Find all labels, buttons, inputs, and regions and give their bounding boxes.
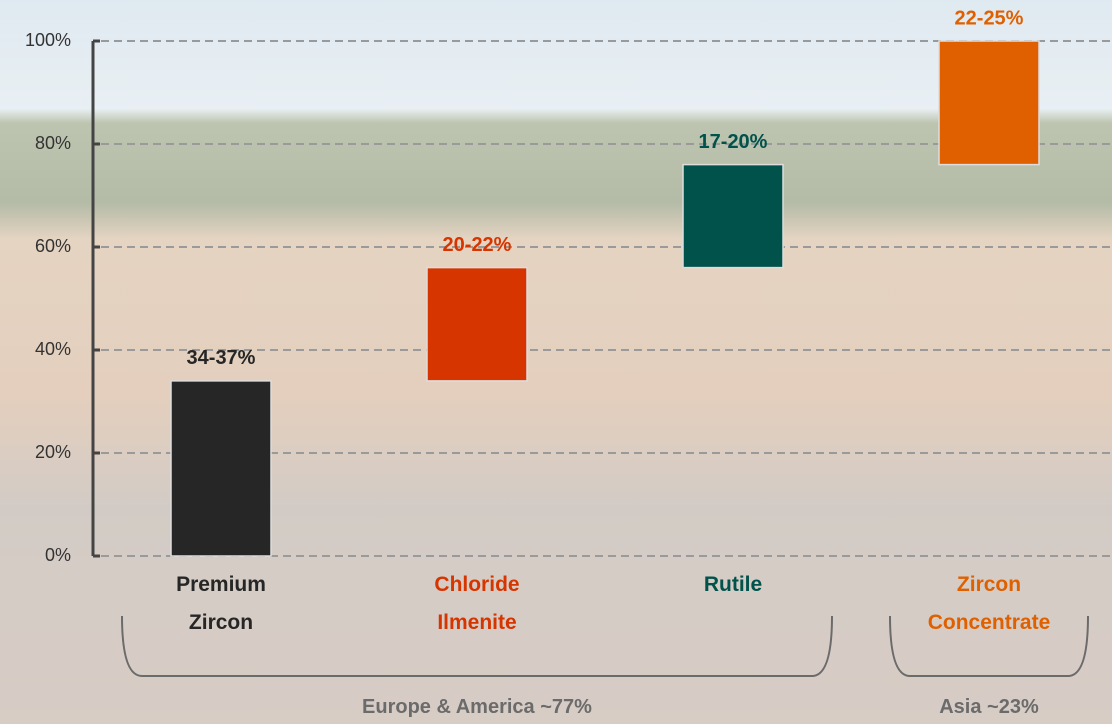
x-tick-label: Zircon Concentrate [914, 566, 1064, 642]
y-tick-label: 40% [35, 339, 71, 359]
y-tick-label: 80% [35, 133, 71, 153]
bar-label: 34-37% [187, 347, 256, 369]
y-tick-label: 0% [45, 545, 71, 565]
chart: 0% 20% 40% 60% 80% 100% 34-37% 20-22% 17-20% 22-2… [0, 0, 1112, 724]
y-tick-label: 100% [25, 30, 71, 50]
y-tick-label: 20% [35, 442, 71, 462]
bar-label: 22-25% [955, 7, 1024, 29]
bar-label: 20-22% [443, 234, 512, 256]
group-label: Europe & America ~77% [327, 696, 627, 719]
bar [939, 41, 1039, 165]
bar [427, 268, 527, 381]
bar [171, 381, 271, 556]
x-tick-label: Premium Zircon [146, 566, 296, 642]
x-tick-label: Chloride Ilmenite [402, 566, 552, 642]
y-tick-label: 60% [35, 236, 71, 256]
group-label: Asia ~23% [839, 696, 1112, 719]
bar-label: 17-20% [699, 131, 768, 153]
x-tick-label: Rutile [658, 566, 808, 604]
bar [683, 165, 783, 268]
